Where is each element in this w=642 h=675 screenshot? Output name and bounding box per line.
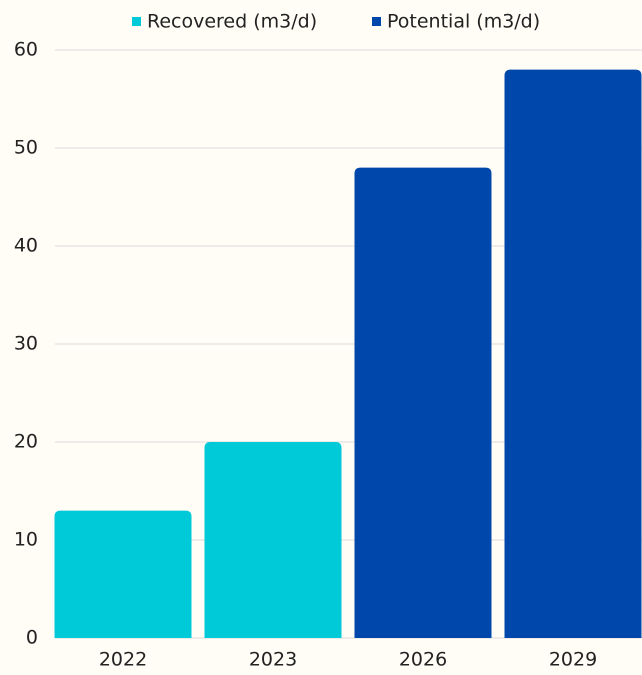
legend-swatch (132, 17, 141, 26)
legend-label: Potential (m3/d) (387, 11, 540, 33)
x-tick-label: 2026 (399, 649, 447, 671)
y-tick-label: 50 (14, 137, 38, 159)
y-tick-label: 30 (14, 333, 38, 355)
y-tick-label: 10 (14, 529, 38, 551)
legend-swatch (372, 17, 381, 26)
bar (504, 69, 642, 639)
x-tick-label: 2029 (549, 649, 597, 671)
y-tick-label: 20 (14, 431, 38, 453)
y-tick-label: 0 (26, 627, 38, 649)
x-tick-label: 2022 (99, 649, 147, 671)
legend-label: Recovered (m3/d) (147, 11, 317, 33)
bar (354, 167, 492, 638)
bar (204, 442, 342, 638)
y-tick-label: 40 (14, 235, 38, 257)
bar (54, 510, 192, 638)
y-tick-label: 60 (14, 39, 38, 61)
x-tick-label: 2023 (249, 649, 297, 671)
